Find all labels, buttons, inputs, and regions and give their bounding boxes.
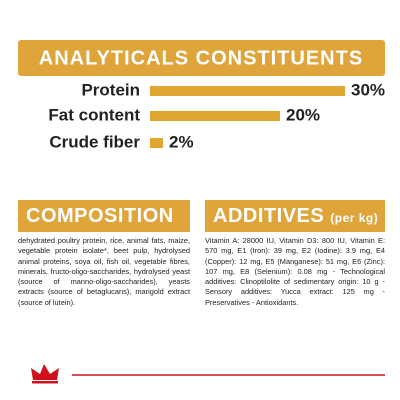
category-label: Crude fiber xyxy=(49,132,140,151)
additives-heading: ADDITIVES (per kg) xyxy=(205,200,385,232)
value-label: 2% xyxy=(169,132,194,151)
composition-text: dehydrated poultry protein, rice, animal… xyxy=(18,236,190,307)
chart-title: ANALYTICALS CONSTITUENTS xyxy=(39,47,363,69)
value-label: 30% xyxy=(351,80,385,99)
additives-text: Vitamin A: 28000 IU, Vitamin D3: 800 IU,… xyxy=(205,236,385,307)
category-label: Protein xyxy=(81,80,140,99)
bar xyxy=(150,138,163,148)
additives-heading-note: (per kg) xyxy=(330,211,379,225)
value-label: 20% xyxy=(286,105,320,124)
additives-heading-text: ADDITIVES xyxy=(213,205,325,227)
title-banner xyxy=(18,40,385,76)
bar xyxy=(150,86,345,96)
bar xyxy=(150,111,280,121)
brand-logo xyxy=(28,362,72,384)
composition-heading: COMPOSITION xyxy=(18,200,190,232)
category-label: Fat content xyxy=(48,105,140,124)
